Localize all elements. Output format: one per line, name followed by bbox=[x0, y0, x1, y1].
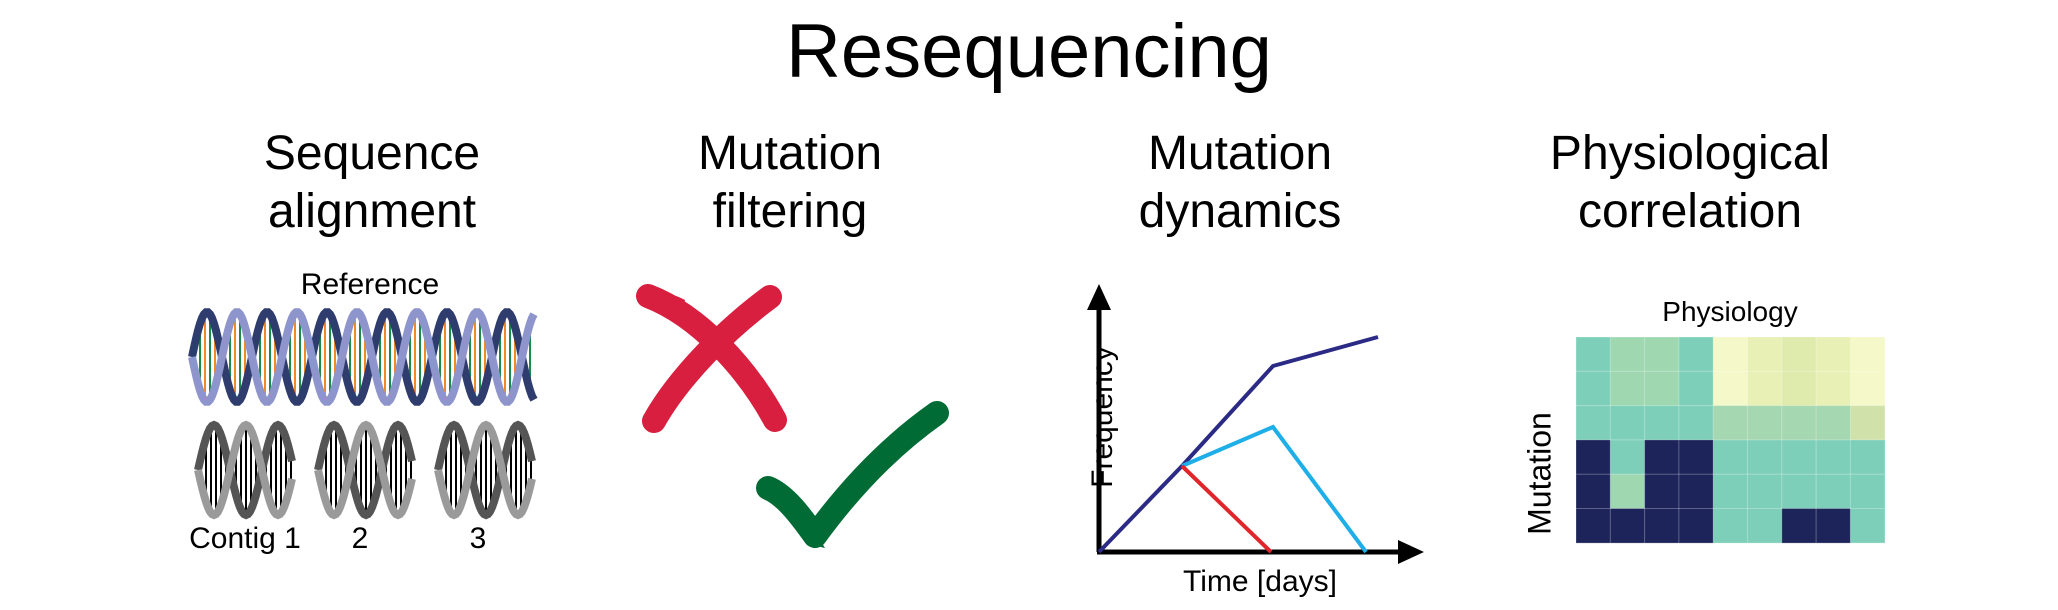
heatmap-cell bbox=[1747, 336, 1783, 373]
heatmap-cell bbox=[1575, 405, 1612, 441]
heatmap-cell bbox=[1644, 370, 1680, 407]
reference-label: Reference bbox=[300, 268, 440, 301]
heatmap-cell bbox=[1815, 405, 1852, 441]
reference-dna-helix bbox=[188, 308, 538, 406]
heatmap-cell bbox=[1849, 370, 1886, 407]
heatmap-cell bbox=[1849, 439, 1886, 475]
heatmap-cell bbox=[1712, 405, 1749, 441]
heatmap-cell bbox=[1609, 370, 1646, 407]
heatmap-cell bbox=[1712, 370, 1749, 407]
panel-title-line2: alignment bbox=[267, 185, 477, 238]
heatmap-cell bbox=[1815, 336, 1852, 373]
heatmap-cell bbox=[1712, 336, 1749, 373]
heatmap-cell bbox=[1747, 473, 1783, 510]
heatmap-cell bbox=[1678, 370, 1715, 407]
dna-strand bbox=[314, 420, 416, 520]
heatmap-cell bbox=[1781, 508, 1817, 544]
panel-title-line1: Sequence bbox=[263, 127, 481, 180]
heatmap-cell bbox=[1575, 473, 1612, 510]
heatmap-cell bbox=[1678, 439, 1715, 475]
heatmap-cell bbox=[1609, 405, 1646, 441]
panel-title-line2: dynamics bbox=[1138, 185, 1342, 238]
heatmap-cell bbox=[1712, 508, 1749, 544]
heatmap-cell bbox=[1747, 370, 1783, 407]
heatmap-cell bbox=[1712, 439, 1749, 475]
heatmap-cell bbox=[1781, 370, 1817, 407]
heatmap-cell bbox=[1781, 439, 1817, 475]
series-line-red bbox=[1180, 464, 1273, 554]
heatmap-cell bbox=[1575, 508, 1612, 544]
heatmap-cell bbox=[1849, 473, 1886, 510]
heatmap-cell bbox=[1781, 336, 1817, 373]
dna-strand bbox=[434, 420, 536, 520]
series-line-light-blue bbox=[1181, 424, 1368, 554]
dna-strand bbox=[188, 308, 538, 406]
heatmap-cell bbox=[1781, 473, 1817, 510]
heatmap-cell bbox=[1644, 439, 1680, 475]
panel-title-physiological-correlation: Physiological correlation bbox=[1480, 125, 1900, 241]
heatmap-cell bbox=[1815, 439, 1852, 475]
panel-title-line1: Mutation bbox=[697, 127, 883, 180]
heatmap-cell bbox=[1575, 336, 1612, 373]
contig-dna-helices bbox=[194, 420, 536, 520]
x-axis-arrow-icon bbox=[1398, 540, 1424, 564]
heatmap-cell bbox=[1678, 336, 1715, 373]
heatmap-cell bbox=[1575, 370, 1612, 407]
contig-label-3: 3 bbox=[469, 522, 487, 555]
heatmap-cell bbox=[1781, 405, 1817, 441]
panel-title-line1: Physiological bbox=[1549, 127, 1831, 180]
heatmap-cell bbox=[1815, 370, 1852, 407]
heatmap-cell bbox=[1609, 473, 1646, 510]
dna-strand bbox=[188, 308, 538, 406]
heatmap-cell bbox=[1678, 405, 1715, 441]
series-line-dark-blue bbox=[1097, 335, 1379, 554]
dna-strand bbox=[314, 420, 416, 520]
heatmap-cell bbox=[1747, 439, 1783, 475]
heatmap-cell bbox=[1644, 508, 1680, 544]
heatmap-cell bbox=[1678, 508, 1715, 544]
dna-strand bbox=[434, 420, 536, 520]
panel-title-mutation-filtering: Mutation filtering bbox=[580, 125, 1000, 241]
contig-label-2: 2 bbox=[351, 522, 369, 555]
heatmap-cell bbox=[1815, 508, 1852, 544]
contig-label-1: Contig 1 bbox=[189, 522, 301, 555]
check-icon bbox=[756, 401, 949, 548]
panel-title-line2: correlation bbox=[1577, 185, 1803, 238]
dna-strand bbox=[194, 420, 296, 520]
heatmap-cell bbox=[1747, 405, 1783, 441]
heatmap-cell bbox=[1849, 336, 1886, 373]
heatmap-cell bbox=[1678, 473, 1715, 510]
heatmap-cell bbox=[1747, 508, 1783, 544]
heatmap-cell bbox=[1815, 473, 1852, 510]
heatmap-cell bbox=[1849, 508, 1886, 544]
cross-icon bbox=[636, 284, 787, 433]
heatmap-cell bbox=[1712, 473, 1749, 510]
heatmap-cell bbox=[1575, 439, 1612, 475]
dna-strand bbox=[194, 420, 296, 520]
heatmap-cell bbox=[1644, 336, 1680, 373]
panel-title-mutation-dynamics: Mutation dynamics bbox=[1030, 125, 1450, 241]
heatmap-cell bbox=[1849, 405, 1886, 441]
page-title: Resequencing bbox=[786, 9, 1272, 94]
physiology-label: Physiology bbox=[1662, 296, 1798, 327]
heatmap-cell bbox=[1609, 439, 1646, 475]
heatmap-cell bbox=[1609, 508, 1646, 544]
panel-title-line2: filtering bbox=[712, 185, 868, 238]
heatmap-cell bbox=[1644, 405, 1680, 441]
panel-title-sequence-alignment: Sequence alignment bbox=[162, 125, 582, 241]
heatmap-cell bbox=[1609, 336, 1646, 373]
x-axis-label: Time [days] bbox=[1183, 565, 1337, 598]
heatmap-cell bbox=[1644, 473, 1680, 510]
panel-title-line1: Mutation bbox=[1147, 127, 1333, 180]
y-axis-arrow-icon bbox=[1087, 284, 1111, 310]
